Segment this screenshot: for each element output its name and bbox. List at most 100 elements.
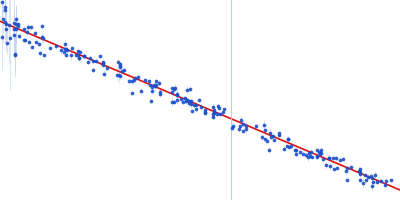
Point — [7, 37, 13, 40]
Point — [2, 5, 8, 9]
Point — [284, 137, 291, 141]
Point — [104, 66, 110, 69]
Point — [146, 80, 152, 83]
Point — [0, 0, 5, 3]
Point — [146, 84, 153, 87]
Point — [13, 28, 20, 31]
Point — [288, 144, 294, 147]
Point — [337, 158, 343, 161]
Point — [378, 179, 384, 182]
Point — [90, 68, 97, 71]
Point — [382, 184, 388, 187]
Point — [368, 184, 375, 187]
Point — [216, 107, 222, 110]
Point — [74, 53, 81, 57]
Point — [314, 154, 320, 157]
Point — [63, 53, 70, 56]
Point — [73, 54, 79, 57]
Point — [362, 173, 368, 176]
Point — [11, 21, 17, 25]
Point — [174, 93, 180, 97]
Point — [147, 100, 154, 103]
Point — [356, 167, 363, 171]
Point — [11, 27, 18, 31]
Point — [210, 111, 217, 115]
Point — [69, 47, 75, 50]
Point — [191, 104, 198, 107]
Point — [356, 173, 363, 176]
Point — [15, 22, 21, 26]
Point — [169, 90, 176, 94]
Point — [138, 90, 144, 93]
Point — [2, 8, 8, 11]
Point — [149, 86, 156, 89]
Point — [169, 87, 176, 90]
Point — [284, 144, 290, 147]
Point — [188, 102, 194, 105]
Point — [340, 157, 347, 160]
Point — [318, 148, 324, 151]
Point — [117, 65, 123, 69]
Point — [210, 105, 216, 109]
Point — [293, 148, 300, 151]
Point — [296, 151, 303, 154]
Point — [183, 88, 190, 92]
Point — [357, 171, 364, 174]
Point — [26, 40, 32, 44]
Point — [323, 164, 330, 167]
Point — [61, 51, 67, 54]
Point — [117, 62, 124, 66]
Point — [220, 111, 226, 114]
Point — [326, 156, 332, 159]
Point — [12, 22, 19, 25]
Point — [229, 126, 236, 129]
Point — [186, 88, 193, 91]
Point — [291, 149, 298, 152]
Point — [129, 92, 136, 95]
Point — [198, 105, 204, 109]
Point — [210, 116, 216, 119]
Point — [314, 149, 320, 152]
Point — [202, 110, 208, 113]
Point — [47, 46, 54, 49]
Point — [3, 22, 9, 25]
Point — [252, 124, 259, 127]
Point — [365, 175, 371, 178]
Point — [16, 35, 22, 38]
Point — [126, 79, 132, 82]
Point — [0, 17, 6, 21]
Point — [286, 146, 292, 149]
Point — [62, 48, 69, 51]
Point — [76, 56, 82, 59]
Point — [262, 137, 268, 141]
Point — [284, 137, 291, 140]
Point — [268, 136, 274, 139]
Point — [332, 157, 339, 160]
Point — [348, 166, 355, 169]
Point — [25, 25, 31, 29]
Point — [300, 152, 306, 155]
Point — [41, 53, 48, 57]
Point — [236, 124, 243, 127]
Point — [186, 100, 192, 103]
Point — [121, 69, 128, 72]
Point — [304, 155, 311, 159]
Point — [0, 36, 6, 39]
Point — [39, 36, 46, 39]
Point — [308, 156, 315, 159]
Point — [153, 83, 160, 86]
Point — [151, 84, 157, 87]
Point — [87, 57, 93, 60]
Point — [85, 60, 92, 63]
Point — [6, 23, 12, 26]
Point — [32, 31, 39, 35]
Point — [230, 124, 236, 127]
Point — [11, 33, 18, 36]
Point — [211, 111, 217, 114]
Point — [369, 176, 375, 179]
Point — [210, 112, 216, 115]
Point — [281, 147, 287, 150]
Point — [13, 17, 19, 21]
Point — [215, 104, 221, 107]
Point — [24, 30, 30, 33]
